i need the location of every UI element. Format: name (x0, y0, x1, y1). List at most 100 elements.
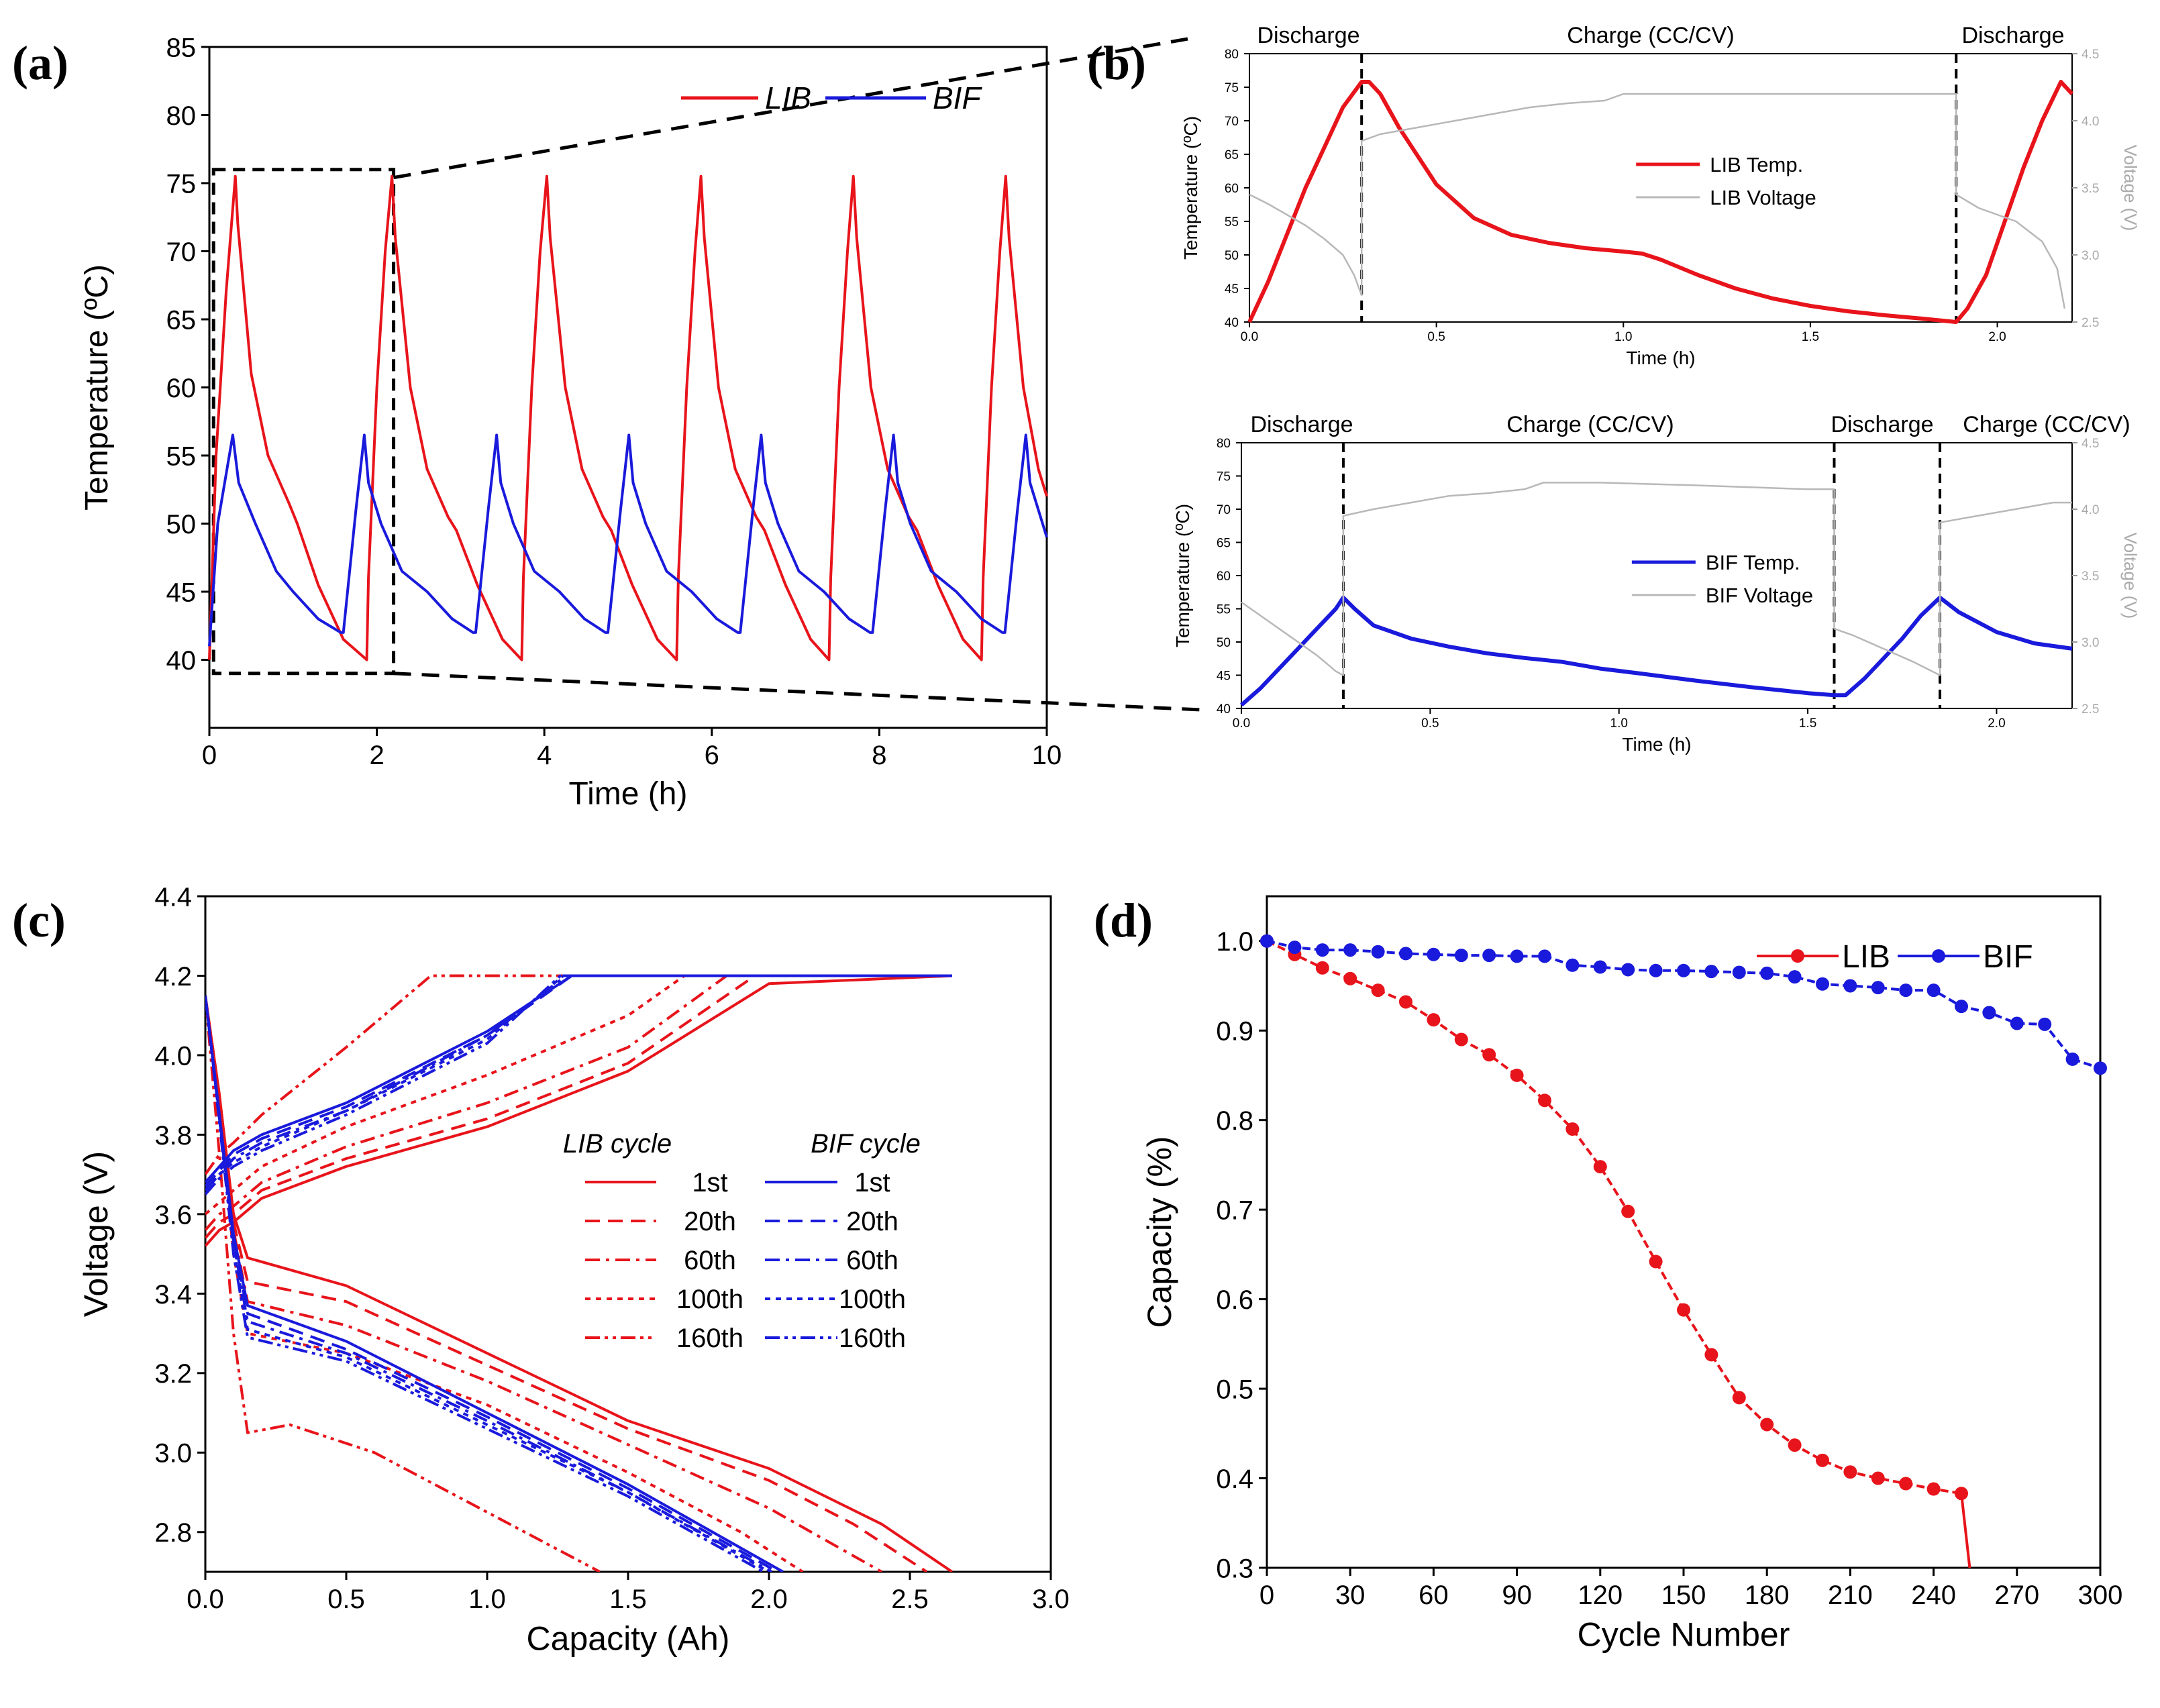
panel-d-y-tick-label: 0.7 (1216, 1196, 1253, 1226)
panel-b-bottom-series-temperature (1240, 595, 2073, 707)
panel-d-series-lib-marker (1510, 1068, 1524, 1082)
panel-a-series-lib (208, 174, 1048, 661)
panel-c-series-bif-100th-charge (205, 974, 952, 1191)
panel-a-legend-label-lib: LIB (765, 81, 811, 115)
panel-b-top-x-tick-label: 1.0 (1614, 330, 1632, 344)
panel-c-y-tick-label: 3.2 (154, 1359, 192, 1389)
panel-b-bottom-x-tick-label: 0.5 (1421, 716, 1439, 731)
panel-b-bottom-y-tick-label: 80 (1217, 437, 1231, 451)
panel-c-plot-frame (204, 895, 1052, 1573)
panel-b-bottom-y-tick-label: 50 (1217, 636, 1231, 650)
panel-b-top-x-tick-label: 0.5 (1427, 330, 1445, 344)
panel-b-top-y-tick-label: 45 (1225, 282, 1239, 297)
panel-d-legend-label-bif: BIF (1983, 939, 2033, 975)
panel-c-series-bif-20th-discharge (205, 995, 778, 1572)
panel-b-bottom-right-axis-label: Voltage (V) (2120, 533, 2141, 619)
panel-d-x-axis-label: Cycle Number (1578, 1616, 1790, 1654)
panel-c-series-lib-60th-discharge (205, 995, 882, 1572)
panel-d-legend-marker-bif (1932, 949, 1945, 963)
panel-d-x-tick-label: 210 (1828, 1581, 1873, 1610)
panel-c-legend-label-lib: 100th (676, 1285, 743, 1314)
panel-b-top-x-tick-label: 1.5 (1802, 330, 1819, 344)
panel-d-series-bif-marker (1538, 949, 1551, 963)
panel-d-series-lib-marker (1315, 961, 1329, 975)
panel-c-series-lib-1st-charge (205, 974, 953, 1247)
panel-d-legend-label-lib: LIB (1842, 939, 1890, 975)
panel-a-y-tick-label: 45 (166, 578, 197, 607)
panel-d-series-lib-marker (1899, 1477, 1913, 1491)
panel-b-bottom-right-tick-label: 3.5 (2081, 570, 2099, 584)
panel-d-series-bif-marker (1760, 966, 1774, 980)
panel-b-bottom-y-tick-label: 65 (1217, 536, 1231, 550)
panel-d-series-lib-marker (1732, 1391, 1746, 1405)
panel-b-bottom-y-tick-label: 40 (1217, 702, 1231, 716)
panel-b-bottom-y-tick-label: 70 (1217, 503, 1231, 517)
panel-b-bottom-x-tick-label: 0.0 (1233, 716, 1250, 731)
panel-d-series-lib-marker (1926, 1482, 1941, 1496)
panel-b-top-y-tick-label: 80 (1225, 48, 1239, 62)
panel-a-x-tick-label: 6 (705, 741, 719, 770)
panel-d-series-bif-marker (1593, 960, 1607, 974)
panel-b-top-phase-label: Charge (CC/CV) (1567, 23, 1734, 48)
panel-d-series-bif-marker (2010, 1016, 2024, 1030)
panel-b-bottom-plot-frame (1241, 442, 2073, 709)
panel-c-series-lib-1st-discharge (205, 995, 954, 1572)
panel-b-top-y-tick-label: 40 (1225, 316, 1239, 330)
panel-c-x-axis-label: Capacity (Ah) (527, 1620, 730, 1658)
panel-d-series-bif-marker (1871, 981, 1885, 995)
panel-c-legend-label-bif: 60th (846, 1246, 898, 1275)
panel-c-x-tick-label: 2.0 (750, 1585, 788, 1614)
panel-c-y-axis-label: Voltage (V) (77, 1151, 115, 1317)
panel-b-bottom-right-tick-label: 2.5 (2081, 702, 2099, 716)
panel-d-series-lib-marker (1871, 1471, 1885, 1485)
panel-d-series-bif-marker (1732, 965, 1746, 979)
panel-d-x-tick-label: 0 (1259, 1581, 1274, 1610)
panel-c-y-tick-label: 4.2 (154, 962, 192, 992)
panel-c-x-tick-label: 3.0 (1032, 1585, 1070, 1614)
panel-d-series-lib-marker (1454, 1032, 1468, 1047)
panel-b-bottom-y-tick-label: 55 (1217, 602, 1231, 617)
panel-d-series-bif-marker (1621, 963, 1635, 977)
panel-d-x-tick-label: 30 (1335, 1581, 1366, 1610)
panel-c-series-bif-160th-charge (205, 974, 952, 1195)
panel-b-bottom-phase-label: Discharge (1831, 412, 1933, 437)
panel-a-y-tick-label: 70 (166, 237, 197, 267)
panel-b-top-right-tick-label: 3.5 (2081, 182, 2099, 196)
panel-c-x-tick-label: 1.0 (468, 1585, 506, 1614)
panel-c-y-tick-label: 3.8 (154, 1121, 192, 1151)
panel-b-bottom-phase-label: Charge (CC/CV) (1963, 412, 2130, 437)
panel-b-top-x-tick-label: 0.0 (1241, 330, 1258, 344)
panel-c-legend-label-lib: 160th (676, 1324, 743, 1353)
panel-b-top-y-tick-label: 70 (1225, 115, 1239, 129)
panel-d-series-bif-marker (1788, 970, 1802, 984)
panel-d-y-tick-label: 0.5 (1216, 1375, 1253, 1404)
panel-d-series-bif-marker (1288, 941, 1302, 955)
panel-d-series-bif-marker (1260, 934, 1274, 948)
panel-a-y-tick-label: 85 (166, 33, 197, 62)
panel-b-bottom-y-tick-label: 60 (1217, 570, 1231, 584)
panel-d-series-bif-marker (2038, 1017, 2052, 1031)
panel-c-plot-area (205, 974, 954, 1572)
panel-d-series-bif-marker (1482, 949, 1496, 963)
panel-c-y-tick-label: 3.6 (154, 1200, 192, 1230)
panel-c-legend-label-lib: 60th (684, 1246, 736, 1275)
panel-b-bottom-x-tick-label: 1.5 (1799, 716, 1816, 731)
panel-c-series-lib-100th-discharge (205, 995, 804, 1572)
panel-d-series-bif-marker (1677, 963, 1690, 977)
panel-a-x-axis-label: Time (h) (569, 776, 688, 812)
panel-d-series-bif-marker (1399, 947, 1412, 961)
panel-a-plot-frame (208, 46, 1048, 729)
panel-letter-b: (b) (1087, 36, 1146, 90)
panel-c-x-tick-label: 2.5 (891, 1585, 929, 1614)
panel-a-legend-label-bif: BIF (933, 81, 982, 115)
panel-c-y-tick-label: 2.8 (154, 1518, 192, 1548)
panel-c-x-tick-label: 1.5 (609, 1585, 647, 1614)
panel-a-x-tick-label: 0 (202, 741, 217, 770)
panel-c-series-bif-100th-discharge (205, 995, 770, 1572)
panel-d-series-lib-marker (1565, 1122, 1580, 1136)
panel-c-legend-header-lib: LIB cycle (563, 1129, 672, 1159)
panel-d-series-lib-marker (1704, 1348, 1718, 1362)
panel-d-series-bif-marker (1982, 1006, 1996, 1020)
panel-b-bottom-phase-label: Charge (CC/CV) (1506, 412, 1674, 437)
panel-b-bottom-x-tick-label: 2.0 (1988, 716, 2005, 731)
